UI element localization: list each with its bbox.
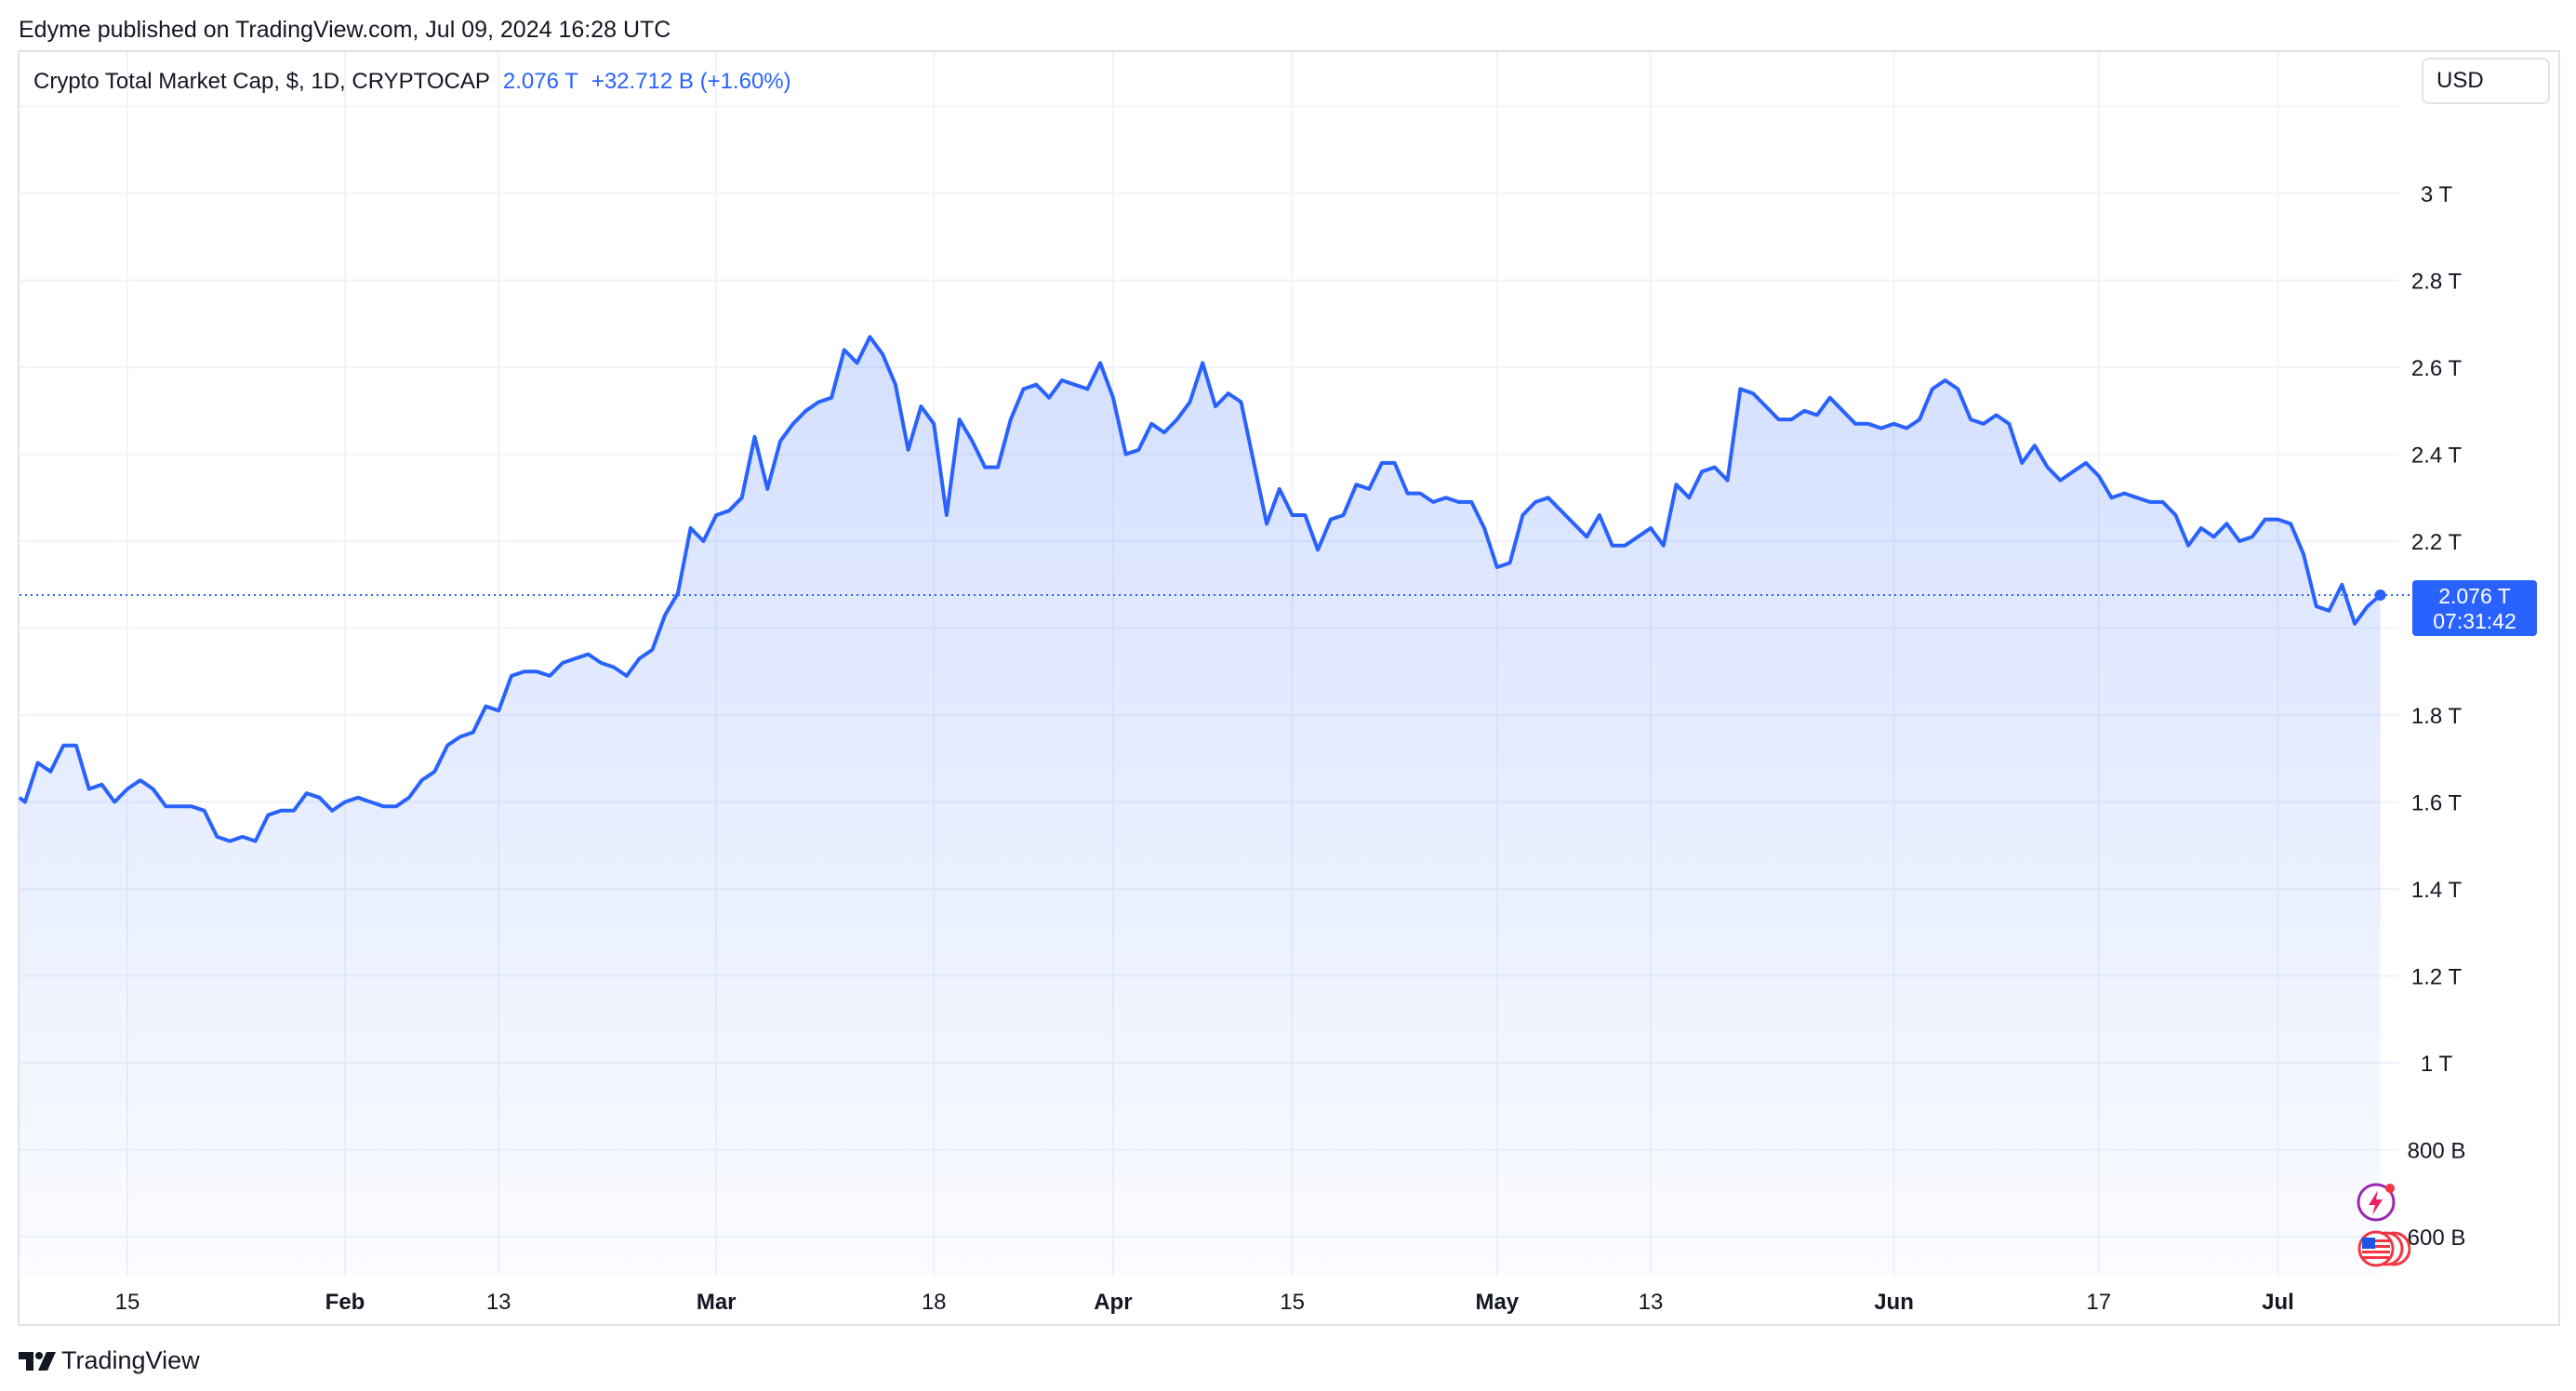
series-line — [18, 335, 2382, 843]
x-axis-labels: 15 Feb 13 Mar 18 Apr 15 May 13 Jun 17 Jul — [115, 1290, 2294, 1315]
tradingview-logo-icon — [19, 1351, 56, 1371]
us-flag-icon[interactable] — [2355, 1227, 2411, 1270]
x-tick-label: 13 — [1639, 1290, 1664, 1315]
last-price-badge: 2.076 T 07:31:42 — [2412, 580, 2537, 636]
publish-info: Edyme published on TradingView.com, Jul … — [19, 17, 671, 43]
chart-frame — [18, 50, 2560, 1326]
brand-name: TradingView — [61, 1346, 200, 1374]
series-line-layer — [18, 335, 2412, 843]
y-tick-label: 800 B — [2408, 1139, 2466, 1164]
x-tick-label: 15 — [115, 1290, 140, 1315]
badge-price: 2.076 T — [2438, 584, 2511, 608]
x-tick-label: May — [1475, 1290, 1519, 1315]
y-tick-label: 2.2 T — [2411, 530, 2463, 555]
x-tick-label: Mar — [697, 1290, 737, 1315]
legend-change: +32.712 B (+1.60%) — [591, 69, 791, 94]
last-price-point — [2374, 589, 2386, 601]
y-tick-label: 1 T — [2421, 1052, 2453, 1077]
y-tick-label: 2.6 T — [2411, 356, 2463, 381]
x-tick-label: Jul — [2262, 1290, 2294, 1315]
flash-icon[interactable] — [2355, 1181, 2397, 1224]
tradingview-brand[interactable]: TradingView — [19, 1346, 200, 1375]
legend-symbol: Crypto Total Market Cap, $, 1D, CRYPTOCA… — [33, 69, 490, 94]
y-tick-label: 2.4 T — [2411, 444, 2463, 469]
chart-legend: Crypto Total Market Cap, $, 1D, CRYPTOCA… — [33, 69, 791, 95]
area-fill-layer — [20, 337, 2381, 1276]
x-tick-label: 15 — [1280, 1290, 1305, 1315]
x-tick-label: 17 — [2086, 1290, 2111, 1315]
y-tick-label: 600 B — [2408, 1225, 2466, 1251]
x-tick-label: 18 — [922, 1290, 947, 1315]
y-tick-label: 1.2 T — [2411, 965, 2463, 990]
badge-countdown: 07:31:42 — [2433, 609, 2516, 633]
currency-selector[interactable]: USD — [2422, 58, 2550, 104]
y-axis-labels: 600 B 800 B 1 T 1.2 T 1.4 T 1.6 T 1.8 T 2.2 T 2.… — [2408, 182, 2466, 1251]
x-tick-label: 13 — [486, 1290, 511, 1315]
legend-price: 2.076 T — [502, 69, 578, 94]
y-tick-label: 1.6 T — [2411, 791, 2463, 816]
x-tick-label: Feb — [325, 1290, 365, 1315]
y-tick-label: 3 T — [2421, 182, 2453, 207]
x-tick-label: Apr — [1094, 1290, 1132, 1315]
y-tick-label: 2.8 T — [2411, 270, 2463, 295]
x-tick-label: Jun — [1874, 1290, 1914, 1315]
area-fill — [20, 337, 2381, 1276]
y-tick-label: 1.4 T — [2411, 878, 2463, 903]
y-tick-label: 1.8 T — [2411, 704, 2463, 729]
